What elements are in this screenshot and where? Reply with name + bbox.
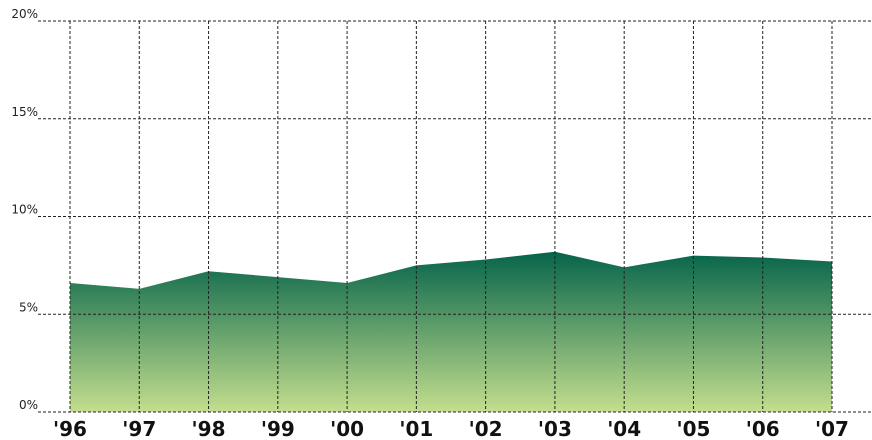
area: [70, 251, 832, 412]
x-tick-label: '07: [815, 417, 849, 440]
x-tick-label: '98: [192, 417, 226, 440]
y-tick-label: 20%: [11, 7, 38, 21]
x-tick-label: '04: [607, 417, 641, 440]
x-tick-label: '00: [330, 417, 364, 440]
y-tick-label: 0%: [19, 398, 38, 412]
y-tick-label: 10%: [11, 203, 38, 217]
label-layer: 0% 5% 10% 15% 20% '96 '97 '98 '99 '00 '01 '02 '03 '04…: [11, 7, 849, 440]
x-tick-label: '97: [122, 417, 156, 440]
x-tick-label: '06: [746, 417, 780, 440]
area-layer: [70, 251, 832, 412]
grid-layer: [38, 20, 872, 413]
x-tick-label: '05: [676, 417, 710, 440]
x-tick-label: '02: [469, 417, 503, 440]
x-tick-label: '96: [53, 417, 87, 440]
x-tick-label: '99: [261, 417, 295, 440]
y-tick-label: 5%: [19, 300, 38, 314]
y-tick-label: 15%: [11, 105, 38, 119]
x-tick-label: '01: [399, 417, 433, 440]
x-tick-label: '03: [538, 417, 572, 440]
